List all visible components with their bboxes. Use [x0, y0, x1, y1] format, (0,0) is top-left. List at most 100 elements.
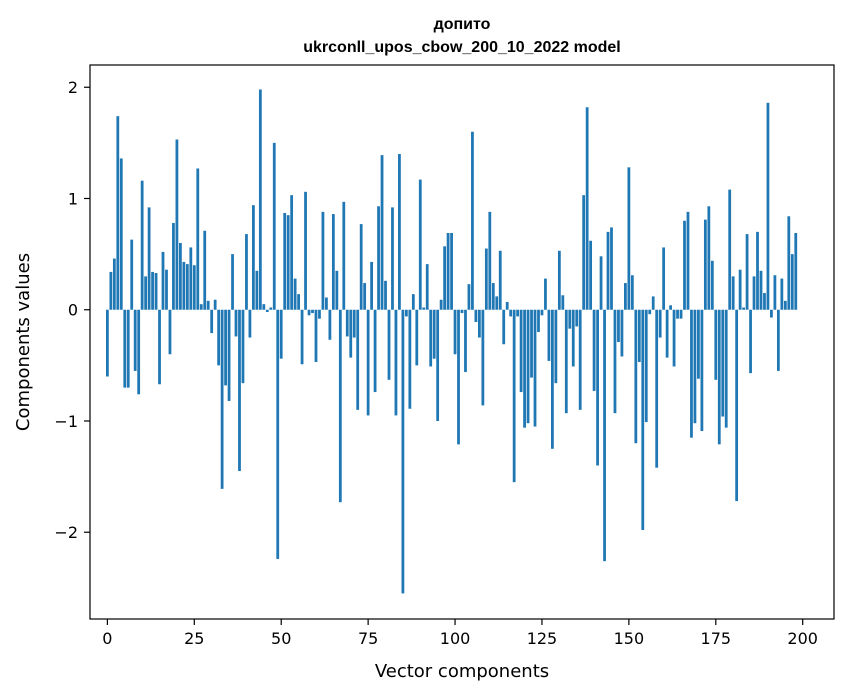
bar: [384, 280, 387, 310]
bar: [342, 201, 346, 310]
bar: [182, 261, 186, 310]
bar: [380, 155, 384, 310]
bar: [731, 276, 735, 310]
bar: [773, 275, 777, 310]
bar: [728, 189, 732, 310]
bars-layer: [105, 89, 798, 594]
bar: [707, 206, 711, 310]
bar: [464, 309, 467, 373]
bar: [596, 309, 599, 466]
bar: [776, 309, 780, 371]
bar: [234, 309, 238, 337]
bar: [192, 265, 196, 310]
bar: [721, 309, 725, 417]
chart-subtitle: ukrconll_upos_cbow_200_10_2022 model: [303, 39, 620, 56]
bar: [676, 309, 679, 319]
bar: [551, 309, 554, 449]
bar: [366, 309, 370, 416]
bar: [352, 309, 356, 338]
bar: [620, 309, 624, 357]
x-tick-label: 175: [701, 629, 732, 648]
bar: [568, 309, 572, 329]
bar: [491, 283, 495, 310]
y-tick-label: 1: [68, 189, 78, 208]
bar: [140, 180, 144, 310]
bar: [165, 269, 168, 310]
bar: [217, 309, 221, 366]
bar: [265, 309, 269, 312]
x-tick-label: 50: [271, 629, 291, 648]
bar: [262, 304, 266, 310]
bar: [283, 212, 287, 310]
bar: [279, 309, 283, 359]
bar: [112, 258, 116, 310]
bar: [130, 239, 134, 310]
bar: [238, 309, 241, 472]
x-tick-label: 100: [440, 629, 471, 648]
bar: [213, 299, 217, 310]
bar: [199, 304, 203, 310]
bar: [231, 254, 234, 310]
bar: [196, 168, 200, 310]
bar: [147, 207, 151, 310]
bar: [585, 107, 589, 310]
bar: [154, 273, 158, 310]
bar: [436, 309, 440, 421]
y-tick-label: −1: [54, 412, 78, 431]
bar: [338, 309, 342, 503]
bar: [512, 309, 516, 483]
bar: [241, 309, 245, 384]
x-tick-label: 125: [527, 629, 558, 648]
bar: [683, 220, 686, 310]
bar: [325, 297, 328, 310]
bar: [634, 309, 638, 444]
bar: [318, 309, 321, 319]
bar: [717, 309, 721, 445]
bar: [408, 309, 412, 409]
x-tick-label: 75: [358, 629, 378, 648]
bar: [356, 309, 360, 410]
bar: [203, 230, 207, 310]
bar: [168, 309, 172, 355]
bar: [206, 300, 210, 310]
y-tick-label: 2: [68, 78, 78, 97]
bar: [516, 309, 520, 317]
x-tick-label: 200: [787, 629, 818, 648]
bar: [373, 309, 377, 393]
bar: [398, 154, 401, 310]
bar: [644, 309, 648, 423]
bar: [502, 309, 506, 345]
bar: [589, 240, 593, 310]
bar: [245, 234, 248, 310]
bar: [582, 195, 586, 310]
bar: [648, 309, 652, 315]
bar: [509, 309, 513, 317]
bar: [547, 309, 551, 361]
bar: [119, 158, 123, 310]
bar: [766, 102, 770, 310]
bar: [453, 309, 457, 355]
bar: [710, 260, 714, 310]
bar: [603, 309, 606, 562]
bar: [300, 309, 304, 365]
bar: [297, 294, 300, 310]
bar: [630, 275, 634, 310]
bar: [411, 294, 415, 310]
bar: [175, 139, 179, 310]
x-axis-label: Vector components: [375, 661, 549, 682]
bar: [450, 232, 453, 310]
bar: [471, 131, 474, 310]
bar: [526, 309, 530, 424]
bar: [561, 295, 565, 310]
bar: [742, 307, 745, 310]
bar: [557, 250, 561, 310]
bar: [738, 269, 742, 310]
bar: [759, 270, 763, 310]
bar: [109, 271, 113, 310]
bar: [105, 309, 109, 377]
bar: [724, 309, 728, 428]
bar: [700, 309, 704, 431]
bar: [304, 191, 307, 310]
bar: [481, 309, 485, 406]
bar: [307, 309, 311, 316]
